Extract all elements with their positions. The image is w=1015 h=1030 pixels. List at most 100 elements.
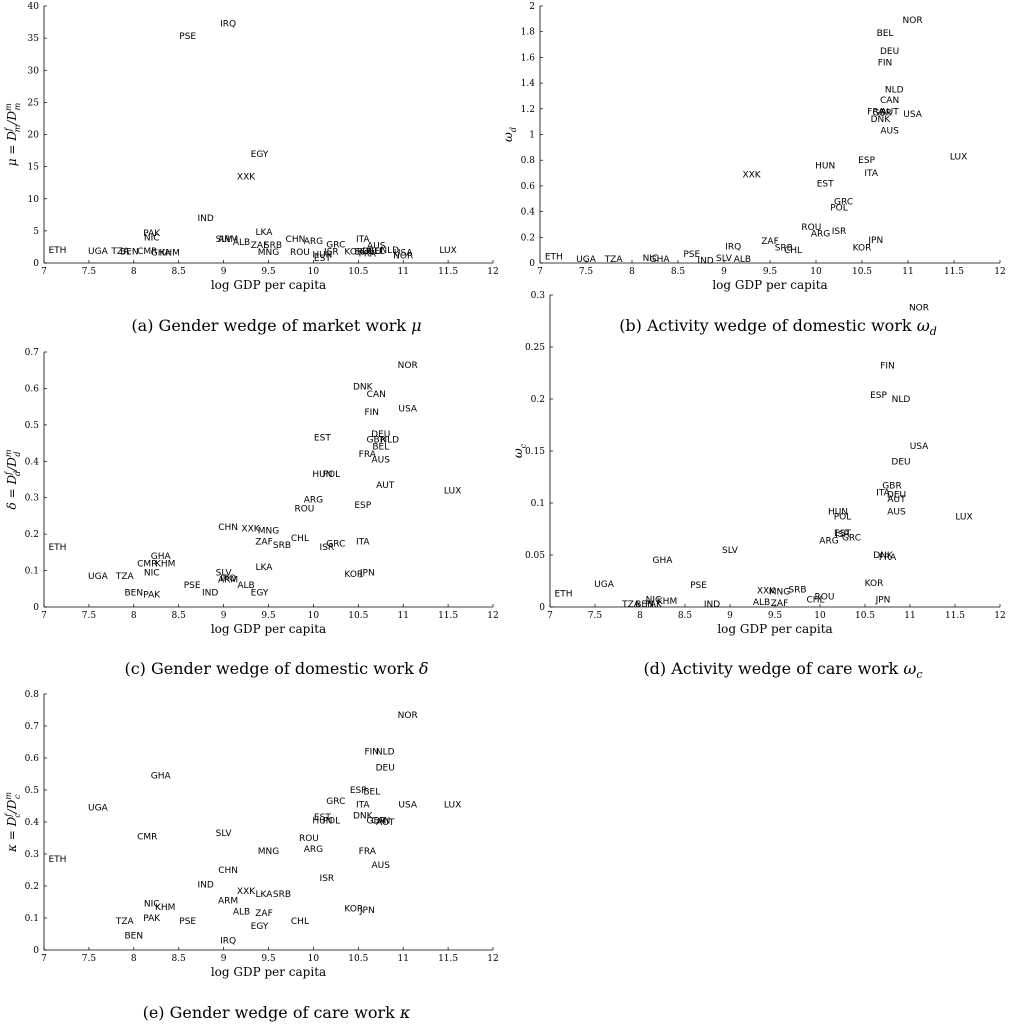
point-label: AUS — [367, 242, 386, 252]
point-label: KOR — [344, 570, 363, 580]
y-axis-label: δ = Dfd/Dmd — [4, 449, 22, 509]
point-label: ARG — [819, 536, 838, 546]
point-label: SLV — [716, 254, 733, 264]
y-axis-label: ωc — [511, 443, 528, 458]
point-label: POL — [834, 513, 852, 523]
point-label: SLV — [216, 235, 233, 245]
point-label: IND — [697, 256, 713, 266]
point-label: IND — [197, 214, 213, 224]
point-label: DEU — [891, 457, 910, 467]
x-tick-label: 8.5 — [678, 611, 693, 621]
point-label: IND — [704, 600, 720, 610]
x-tick-label: 7.5 — [82, 954, 97, 964]
point-label: EGY — [251, 588, 269, 598]
point-label: ETH — [555, 589, 573, 599]
point-label: PSE — [184, 581, 201, 591]
point-label: ROU — [815, 593, 835, 603]
x-tick-label: 7 — [41, 954, 47, 964]
x-tick-label: 10.5 — [855, 611, 875, 621]
point-label: SRB — [273, 541, 291, 551]
point-label: GHA — [151, 249, 172, 259]
y-tick-label: 0 — [33, 259, 39, 269]
point-label: HUN — [828, 507, 848, 517]
point-label: ARM — [218, 576, 238, 586]
point-label: PAK — [143, 229, 161, 239]
point-label: USA — [394, 249, 413, 259]
chart-caption: (e) Gender wedge of care work κ — [143, 1003, 411, 1022]
point-label: CAN — [371, 816, 390, 826]
point-label: UGA — [88, 247, 109, 257]
x-tick-label: 11 — [397, 267, 408, 277]
y-tick-label: 1.8 — [521, 28, 536, 38]
y-tick-label: 0.2 — [25, 882, 39, 892]
point-label: JPN — [867, 236, 883, 246]
y-tick-label: 1 — [529, 131, 535, 141]
point-label: CHL — [806, 596, 824, 606]
point-label: MNG — [258, 248, 279, 258]
point-label: ROU — [801, 223, 821, 233]
point-label: XXK — [757, 586, 776, 596]
x-tick-label: 8.5 — [671, 267, 686, 277]
point-label: USA — [398, 800, 417, 810]
x-axis-label: log GDP per capita — [211, 965, 326, 979]
point-label: NLD — [892, 395, 911, 405]
point-label: ZAF — [255, 909, 273, 919]
point-label: LUX — [439, 246, 456, 256]
point-label: ARG — [304, 496, 323, 506]
x-tick-label: 7.5 — [82, 611, 97, 621]
x-tick-label: 9 — [727, 611, 733, 621]
point-label: ARM — [218, 235, 238, 245]
point-label: AUT — [880, 107, 899, 117]
x-tick-label: 9 — [221, 611, 227, 621]
point-label: NIC — [144, 233, 160, 243]
point-label: ALB — [734, 255, 751, 265]
point-label: UGA — [576, 255, 597, 265]
point-label: XXK — [241, 525, 260, 535]
point-label: USA — [903, 110, 922, 120]
point-label: FRA — [879, 553, 897, 563]
point-label: PAK — [645, 600, 663, 610]
point-label: ZAF — [771, 599, 789, 609]
x-tick-label: 7.5 — [82, 267, 97, 277]
x-tick-label: 8 — [131, 611, 137, 621]
point-label: GBR — [882, 481, 901, 491]
x-tick-label: 10 — [308, 611, 320, 621]
point-label: BEN — [125, 932, 144, 942]
point-label: ITA — [864, 169, 878, 179]
point-label: EST — [314, 813, 331, 823]
point-label: GBR — [367, 816, 386, 826]
point-label: GRC — [326, 539, 345, 549]
point-label: GHA — [151, 772, 172, 782]
y-tick-label: 0.5 — [25, 786, 40, 796]
y-tick-label: 0.2 — [25, 530, 39, 540]
point-label: AUS — [372, 455, 391, 465]
x-axis-label: log GDP per capita — [717, 622, 832, 636]
point-label: USA — [910, 442, 929, 452]
x-tick-label: 11.5 — [944, 267, 964, 277]
point-label: BEL — [363, 788, 380, 798]
y-tick-label: 0.6 — [25, 754, 40, 764]
y-tick-label: 0 — [529, 259, 535, 269]
point-label: PSE — [179, 32, 196, 42]
point-label: MNG — [258, 847, 279, 857]
x-tick-label: 11.5 — [945, 611, 965, 621]
point-label: NOR — [909, 303, 929, 313]
point-label: CMR — [137, 247, 157, 257]
point-label: NLD — [380, 435, 399, 445]
point-label: NLD — [376, 748, 395, 758]
x-tick-label: 9.5 — [261, 267, 276, 277]
x-tick-label: 10 — [308, 954, 320, 964]
point-label: NIC — [144, 568, 160, 578]
chart-e: 7 7.5 8 8.5 9 9.5 10 10.5 11 11.5 12 0 0.1 0.2 0.3 0.4 0… — [4, 690, 499, 1022]
point-label: DNK — [873, 551, 894, 561]
point-label: HUN — [312, 816, 332, 826]
point-label: HUN — [312, 251, 332, 261]
point-label: KOR — [344, 247, 363, 257]
point-label: POL — [323, 816, 341, 826]
point-label: KOR — [865, 579, 884, 589]
point-label: AUS — [880, 127, 899, 137]
point-label: POL — [323, 470, 341, 480]
x-tick-label: 11 — [397, 954, 408, 964]
point-label: CHL — [784, 246, 802, 256]
